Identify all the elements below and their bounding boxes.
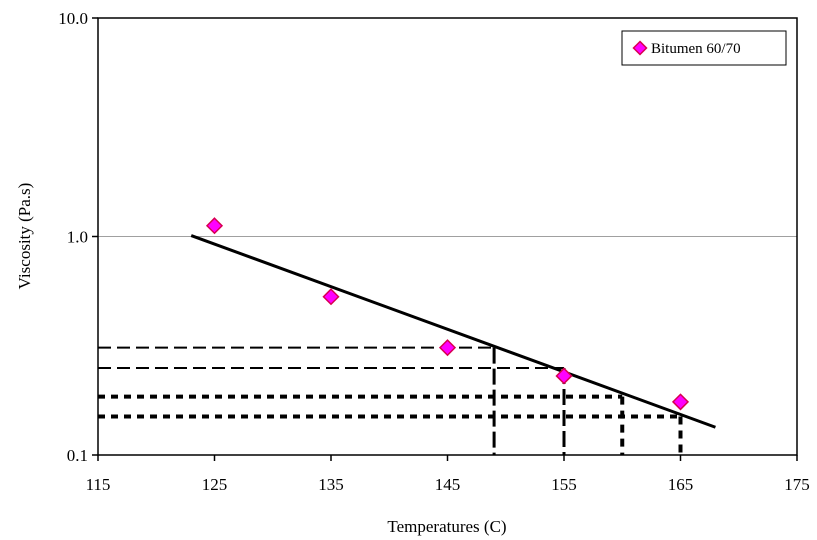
y-axis-title: Viscosity (Pa.s): [15, 183, 34, 290]
x-tick-label: 125: [202, 475, 228, 494]
data-point-diamond: [671, 393, 690, 411]
x-axis-ticks: 115 125 135 145 155 165 175: [86, 455, 810, 494]
legend-label: Bitumen 60/70: [651, 41, 741, 57]
data-points: [205, 217, 690, 411]
x-tick-label: 115: [86, 475, 111, 494]
y-tick-label: 10.0: [58, 9, 88, 28]
y-tick-label: 0.1: [67, 446, 88, 465]
x-tick-label: 145: [435, 475, 461, 494]
data-point-diamond: [555, 367, 573, 385]
reference-lines: [98, 346, 683, 455]
legend-box: [621, 30, 787, 66]
y-axis-ticks: 0.1 1.0 10.0: [58, 9, 98, 465]
data-point-diamond: [438, 339, 457, 357]
x-tick-label: 135: [318, 475, 344, 494]
trendline: [190, 234, 716, 429]
x-tick-label: 175: [784, 475, 810, 494]
data-point-diamond: [322, 288, 340, 306]
x-axis-title: Temperatures (C): [387, 517, 506, 536]
data-point-diamond: [205, 217, 224, 235]
legend-marker-diamond-icon: [632, 40, 648, 56]
x-tick-label: 155: [551, 475, 577, 494]
y-tick-label: 1.0: [67, 228, 88, 247]
x-tick-label: 165: [668, 475, 694, 494]
legend: Bitumen 60/70: [621, 30, 787, 66]
